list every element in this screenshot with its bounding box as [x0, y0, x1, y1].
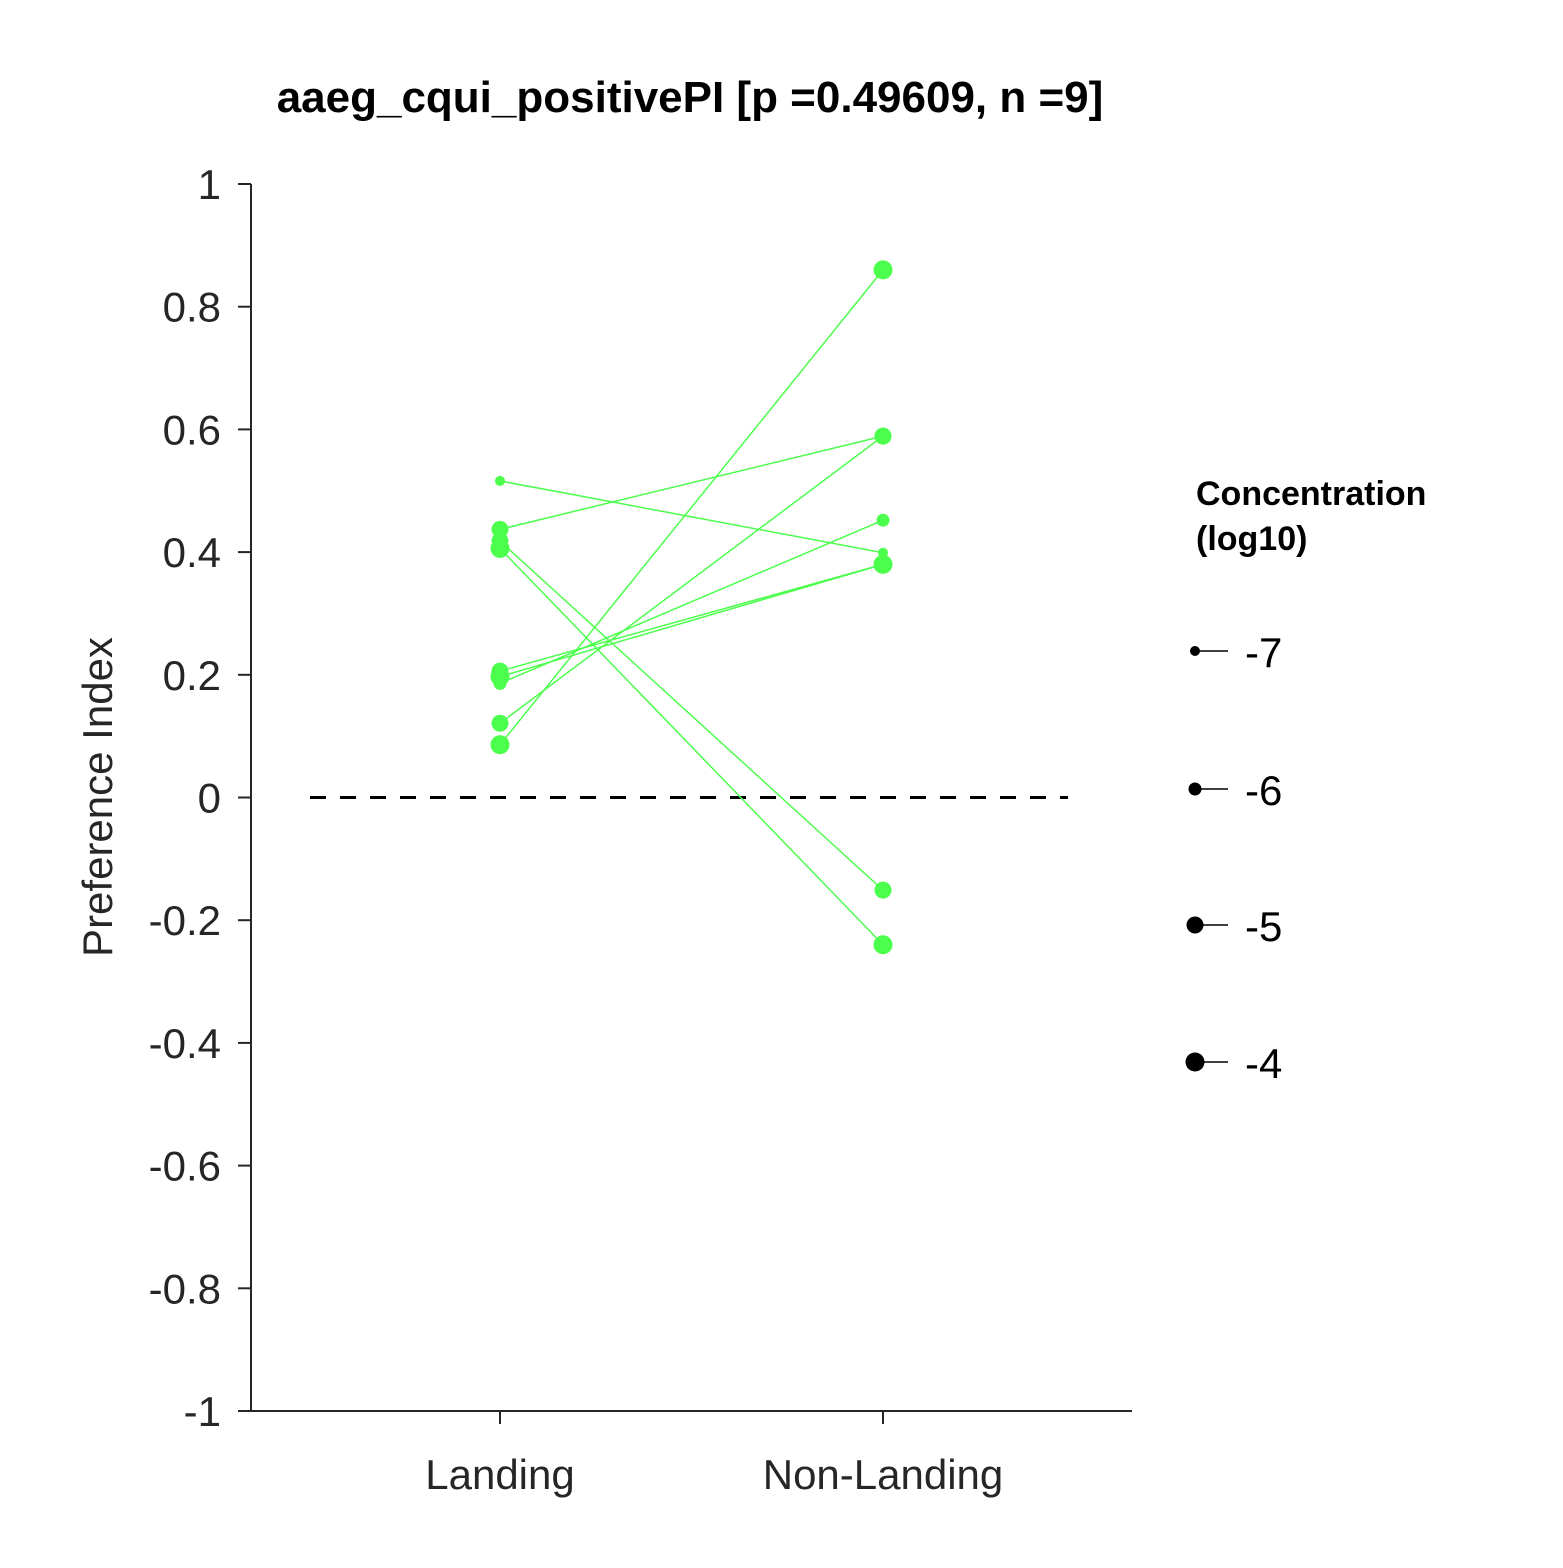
- legend-entries: -7 -6 -5 -4: [1185, 629, 1282, 1087]
- y-tick-label: 0.6: [163, 406, 221, 453]
- landing-point: [495, 475, 505, 486]
- y-tick-label: 0: [198, 775, 221, 822]
- pair-line: [499, 435, 884, 724]
- landing-point: [491, 520, 509, 538]
- legend-title-line-2: (log10): [1196, 520, 1307, 558]
- y-tick-label: 0.8: [163, 284, 221, 331]
- y-tick-label: -0.4: [149, 1020, 221, 1067]
- pair-line: [499, 480, 884, 554]
- legend-marker: [1185, 1052, 1205, 1072]
- pair-line: [499, 563, 884, 678]
- y-tick-label: 1: [198, 161, 221, 208]
- pair-lines: [499, 269, 884, 946]
- chart-title: aaeg_cqui_positivePI [p =0.49609, n =9]: [277, 73, 1104, 122]
- y-tick-label: 0.2: [163, 652, 221, 699]
- landing-point: [490, 735, 510, 755]
- data-points: [490, 260, 893, 955]
- y-axis: 1 0.8 0.6 0.4 0.2 0 -0.2 -0.4 -0.6 -0.8 -1: [149, 161, 252, 1435]
- non-landing-point: [873, 554, 893, 574]
- legend-marker: [1190, 646, 1200, 656]
- non-landing-point: [876, 513, 890, 527]
- legend-marker: [1186, 916, 1204, 934]
- non-landing-point: [873, 935, 893, 955]
- x-axis: Landing Non-Landing: [251, 1410, 1132, 1498]
- legend-label: -5: [1245, 903, 1282, 950]
- pair-line: [499, 269, 884, 746]
- pair-line: [499, 540, 884, 891]
- y-tick-label: -0.6: [149, 1143, 221, 1190]
- y-axis-label: Preference Index: [74, 637, 121, 957]
- legend-label: -6: [1245, 767, 1282, 814]
- landing-point: [493, 676, 507, 690]
- landing-point: [490, 538, 510, 558]
- legend: Concentration (log10) -7 -6 -5 -4: [1185, 475, 1426, 1087]
- y-tick-label: -0.2: [149, 897, 221, 944]
- legend-label: -7: [1245, 629, 1282, 676]
- legend-marker: [1188, 782, 1202, 796]
- landing-point: [491, 714, 509, 732]
- y-tick-label: -1: [184, 1388, 221, 1435]
- non-landing-point: [874, 881, 892, 899]
- y-tick-label: -0.8: [149, 1265, 221, 1312]
- non-landing-point: [873, 260, 893, 280]
- non-landing-point: [874, 427, 892, 445]
- pair-line: [499, 547, 884, 946]
- legend-title-line-1: Concentration: [1196, 475, 1426, 513]
- x-tick-label: Landing: [425, 1451, 574, 1498]
- legend-label: -4: [1245, 1040, 1282, 1087]
- pair-line: [499, 519, 884, 685]
- pair-line: [499, 435, 884, 531]
- x-tick-label: Non-Landing: [763, 1451, 1004, 1498]
- y-tick-label: 0.4: [163, 529, 221, 576]
- pair-line: [499, 563, 884, 672]
